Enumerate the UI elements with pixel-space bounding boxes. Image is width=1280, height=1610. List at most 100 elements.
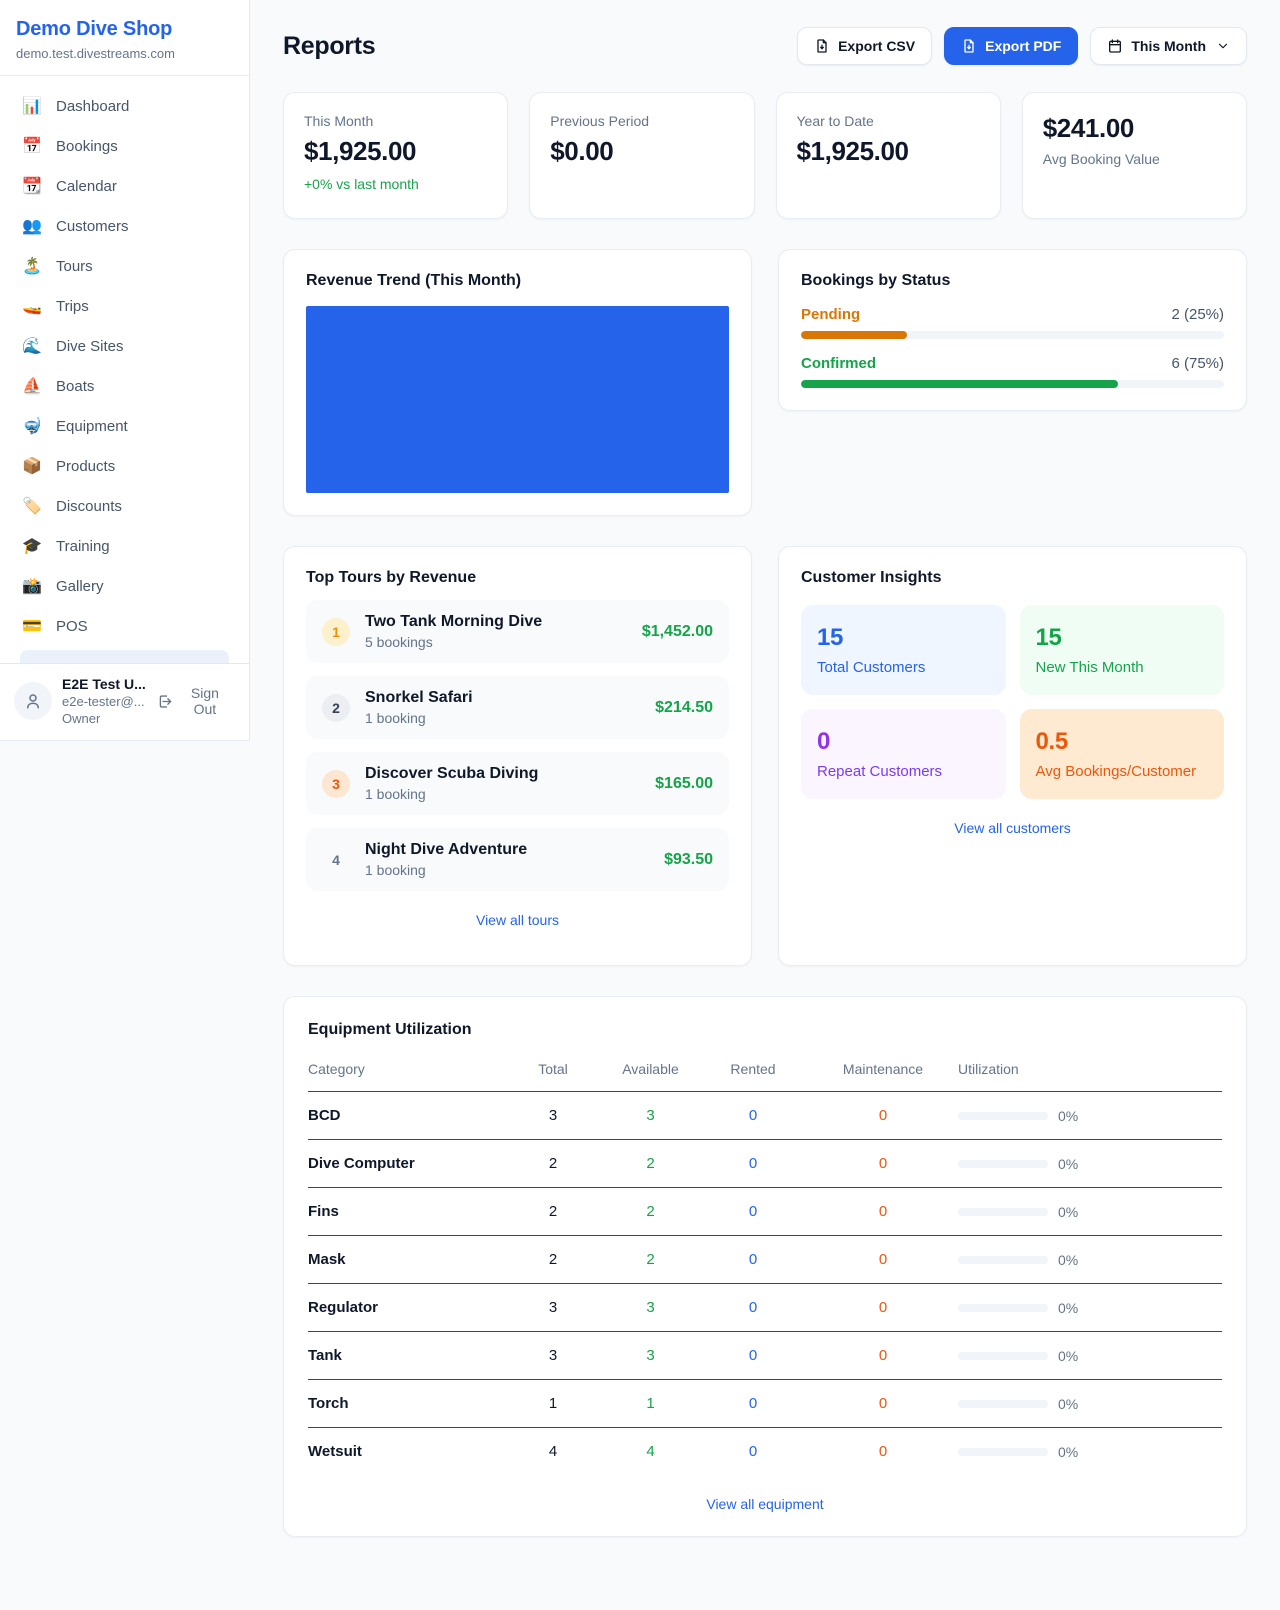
utilization-bar-track: [958, 1303, 1048, 1312]
tile-value: 15: [817, 624, 844, 651]
sidebar-item-dashboard[interactable]: 📊 Dashboard: [10, 90, 239, 123]
utilization-bar-track: [958, 1159, 1048, 1168]
stat-delta: +0% vs last month: [304, 176, 419, 192]
calendar-icon: [1109, 39, 1122, 53]
bar-chart-icon: 📊: [22, 97, 42, 115]
sidebar-item-training[interactable]: 🎓 Training: [10, 530, 239, 563]
insight-tiles: 15 Total Customers 15 New This Month 0 R…: [801, 605, 1224, 799]
sidebar-item-tours[interactable]: 🏝️ Tours: [10, 250, 239, 283]
main-content: Reports Export CSV Export PDF This Month…: [250, 0, 1280, 1537]
sidebar-item-dive-sites[interactable]: 🌊 Dive Sites: [10, 330, 239, 363]
table-row: Wetsuit 4 4 0 0 0%: [308, 1428, 1222, 1476]
tour-list-item: 4 Night Dive Adventure 1 booking $93.50: [306, 828, 729, 891]
tour-bookings: 1 booking: [365, 786, 426, 802]
sidebar-item-customers[interactable]: 👥 Customers: [10, 210, 239, 243]
rank-badge: 1: [322, 617, 350, 646]
tile-value: 15: [1035, 624, 1062, 651]
tour-name: Discover Scuba Diving: [365, 765, 539, 782]
stat-value: $1,925.00: [304, 136, 417, 166]
period-dropdown[interactable]: This Month: [1090, 27, 1247, 65]
tile-label: Total Customers: [817, 659, 926, 676]
export-csv-button[interactable]: Export CSV: [797, 27, 933, 65]
table-row: Regulator 3 3 0 0 0%: [308, 1283, 1222, 1332]
shop-name: Demo Dive Shop: [16, 18, 173, 40]
stat-card-avg-booking: $241.00 Avg Booking Value: [1021, 92, 1247, 219]
revenue-trend-bar: [306, 306, 729, 493]
utilization-cell: 0%: [958, 1348, 1222, 1364]
tour-amount: $93.50: [664, 850, 713, 868]
tour-bookings: 1 booking: [365, 862, 426, 878]
insight-tile-avg-bookings: 0.5 Avg Bookings/Customer: [1019, 709, 1224, 799]
table-row: Tank 3 3 0 0 0%: [308, 1331, 1222, 1380]
sign-out-button[interactable]: Sign Out: [153, 681, 235, 721]
view-all-equipment-link[interactable]: View all equipment: [706, 1496, 824, 1512]
stat-value: $1,925.00: [796, 136, 909, 166]
view-all-customers-link[interactable]: View all customers: [954, 820, 1071, 836]
revenue-trend-title: Revenue Trend (This Month): [306, 272, 522, 289]
stat-label: This Month: [304, 113, 374, 129]
sidebar-item-equipment[interactable]: 🤿 Equipment: [10, 410, 239, 443]
tour-amount: $165.00: [655, 774, 713, 792]
stat-label: Previous Period: [550, 113, 650, 129]
table-row: Fins 2 2 0 0 0%: [308, 1187, 1222, 1236]
sidebar-item-bookings[interactable]: 📅 Bookings: [10, 130, 239, 163]
col-rented: Rented: [698, 1057, 808, 1092]
rank-badge: 3: [322, 769, 350, 798]
insight-tile-repeat-customers: 0 Repeat Customers: [801, 709, 1006, 799]
sidebar-item-trips[interactable]: 🚤 Trips: [10, 290, 239, 323]
header-actions: Export CSV Export PDF This Month: [797, 27, 1247, 65]
bookings-by-status-card: Bookings by Status Pending 2 (25%) Confi…: [778, 249, 1247, 411]
stat-label: Year to Date: [796, 113, 874, 129]
user-meta: E2E Test U... e2e-tester@... Owner: [62, 676, 146, 726]
brand-block: Demo Dive Shop demo.test.divestreams.com: [0, 0, 249, 76]
equipment-table: Category Total Available Rented Maintena…: [308, 1057, 1222, 1475]
view-all-tours-link[interactable]: View all tours: [475, 912, 559, 928]
sidebar-item-label: Dive Sites: [56, 338, 124, 355]
utilization-bar-track: [958, 1207, 1048, 1216]
tile-value: 0.5: [1035, 728, 1069, 755]
status-count: 6 (75%): [1171, 355, 1224, 372]
package-icon: 📦: [22, 457, 42, 475]
insight-tile-new-this-month: 15 New This Month: [1019, 605, 1224, 695]
col-category: Category: [308, 1057, 503, 1092]
sidebar-item-label: Equipment: [56, 418, 128, 435]
status-bar-fill: [801, 380, 1119, 388]
speedboat-icon: 🚤: [22, 297, 42, 315]
sidebar-item-label: Trips: [56, 298, 89, 315]
status-label: Confirmed: [801, 355, 876, 372]
sidebar-item-label: Bookings: [56, 138, 118, 155]
diving-mask-icon: 🤿: [22, 417, 42, 435]
stat-card-year-to-date: Year to Date $1,925.00: [775, 92, 1001, 219]
tour-amount: $214.50: [655, 698, 713, 716]
camera-icon: 📸: [22, 577, 42, 595]
col-utilization: Utilization: [958, 1057, 1222, 1092]
stat-value: $0.00: [550, 136, 614, 166]
file-download-icon: [817, 39, 827, 53]
sidebar-item-boats[interactable]: ⛵ Boats: [10, 370, 239, 403]
sidebar-item-discounts[interactable]: 🏷️ Discounts: [10, 490, 239, 523]
rank-badge: 2: [322, 693, 350, 722]
equipment-utilization-title: Equipment Utilization: [308, 1021, 472, 1038]
sidebar-nav: 📊 Dashboard 📅 Bookings 📆 Calendar 👥 Cust…: [0, 76, 249, 663]
col-maintenance: Maintenance: [808, 1057, 958, 1092]
sidebar-item-products[interactable]: 📦 Products: [10, 450, 239, 483]
utilization-bar-track: [958, 1447, 1048, 1456]
stat-label: Avg Booking Value: [1042, 151, 1160, 167]
top-tours-title: Top Tours by Revenue: [306, 569, 477, 586]
sidebar-item-reports-partial[interactable]: [20, 650, 229, 663]
sidebar-item-calendar[interactable]: 📆 Calendar: [10, 170, 239, 203]
export-pdf-button[interactable]: Export PDF: [944, 27, 1079, 65]
user-avatar-icon: [14, 682, 52, 720]
utilization-cell: 0%: [958, 1204, 1222, 1220]
tour-list-item: 2 Snorkel Safari 1 booking $214.50: [306, 676, 729, 739]
tile-label: Repeat Customers: [817, 763, 943, 780]
status-label: Pending: [801, 306, 861, 323]
col-total: Total: [503, 1057, 603, 1092]
sidebar-item-pos[interactable]: 💳 POS: [10, 610, 239, 643]
sidebar-item-label: Dashboard: [56, 98, 130, 115]
sidebar-item-gallery[interactable]: 📸 Gallery: [10, 570, 239, 603]
island-icon: 🏝️: [22, 257, 42, 275]
status-bar-fill: [801, 331, 907, 339]
tile-label: New This Month: [1035, 659, 1144, 676]
col-available: Available: [603, 1057, 698, 1092]
